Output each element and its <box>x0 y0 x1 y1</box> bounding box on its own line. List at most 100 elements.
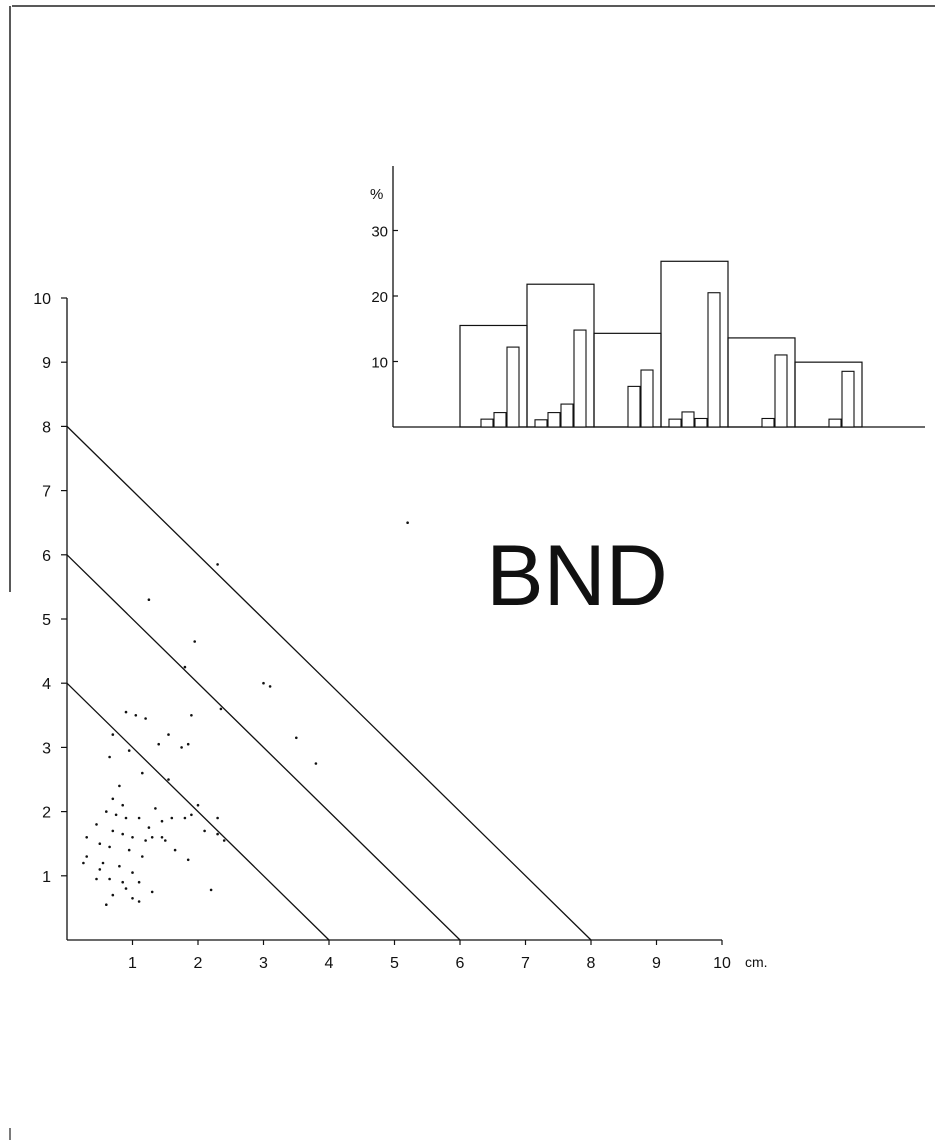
scatter-point <box>154 807 157 810</box>
scatter-point <box>219 707 223 711</box>
scatter-point <box>150 836 154 839</box>
scatter-point <box>114 813 118 817</box>
reference-line-8 <box>66 425 592 941</box>
scatter-point <box>111 893 115 897</box>
y-tick-label: 10 <box>33 291 51 308</box>
scatter-point <box>222 839 226 842</box>
scatter-point <box>118 784 121 788</box>
scatter-point <box>82 861 85 865</box>
scatter-point <box>127 749 131 752</box>
scatter-point <box>406 521 409 524</box>
scatter-point <box>111 829 115 833</box>
scatter-point <box>85 855 88 858</box>
x-tick-label: 4 <box>325 955 334 972</box>
scatter-point <box>95 877 98 881</box>
scatter-point <box>111 797 115 801</box>
histogram-sub-bar <box>493 412 507 428</box>
histogram-sub-bar <box>694 417 708 428</box>
scatter-point <box>314 762 318 765</box>
scatter-point <box>111 733 115 736</box>
histogram-sub-bar <box>681 411 695 428</box>
scatter-point <box>105 903 108 906</box>
scatter-point <box>173 848 177 852</box>
histogram-sub-bar <box>506 346 520 428</box>
scatter-point <box>167 733 170 736</box>
histogram-sub-bar <box>774 354 788 428</box>
scatter-point <box>137 816 141 820</box>
scatter-point <box>157 742 160 746</box>
scatter-point <box>124 887 128 890</box>
reference-line-4 <box>66 682 330 941</box>
histogram-sub-bar <box>560 403 574 428</box>
scatter-point <box>98 842 102 845</box>
scatter-point <box>209 888 213 892</box>
scatter-x-ticks: 1 2 3 4 5 6 7 8 9 10 <box>128 940 731 972</box>
scatter-point <box>196 803 200 807</box>
scatter-point <box>131 897 134 900</box>
scatter-point <box>216 832 219 836</box>
scatter-point <box>127 848 131 852</box>
y-tick-label: 7 <box>42 484 51 501</box>
scatter-point <box>141 855 144 858</box>
scatter-point <box>147 598 151 601</box>
reference-lines <box>66 425 592 941</box>
histogram-sub-bar <box>534 419 548 428</box>
scatter-point <box>186 858 190 862</box>
scatter-point <box>141 771 144 775</box>
histogram-sub-bar <box>668 418 682 428</box>
y-tick-label: 2 <box>42 805 51 822</box>
scatter-point <box>167 778 170 781</box>
histogram-bars <box>459 260 863 428</box>
x-tick-label: 6 <box>456 955 465 972</box>
scatter-points <box>82 521 409 906</box>
scatter-point <box>193 640 196 643</box>
histogram-sub-bar <box>573 329 587 428</box>
x-tick-label: 8 <box>587 955 596 972</box>
scatter-point <box>262 681 265 685</box>
scatter-point <box>137 880 141 884</box>
reference-line-6 <box>66 554 461 941</box>
x-tick-label: 1 <box>128 955 137 972</box>
scatter-point <box>186 742 190 746</box>
scatter-point <box>268 685 272 688</box>
x-tick-label: 5 <box>390 955 399 972</box>
y-tick-label: 6 <box>42 548 51 565</box>
scatter-point <box>108 755 111 759</box>
scatter-point <box>121 803 124 807</box>
scatter-x-unit-label: cm. <box>745 954 768 970</box>
histogram-sub-bar <box>627 385 641 428</box>
scatter-point <box>137 900 141 903</box>
scatter-point <box>183 816 187 820</box>
scatter-point <box>98 868 102 871</box>
watermark: BND <box>486 528 668 624</box>
scatter-point <box>124 710 128 714</box>
histogram-sub-bar <box>547 412 561 428</box>
scatter-point <box>118 864 121 868</box>
scatter-point <box>160 836 164 839</box>
histogram-sub-bar <box>707 292 721 428</box>
scatter-point <box>121 880 124 884</box>
scatter-point <box>160 819 164 823</box>
x-tick-label: 10 <box>713 955 731 972</box>
scatter-point <box>216 563 219 566</box>
scatter-point <box>216 816 219 820</box>
histogram-inset: 10 20 30 % <box>370 166 925 428</box>
scatter-point <box>131 871 134 874</box>
x-tick-label: 9 <box>652 955 661 972</box>
scatter-point <box>85 836 88 839</box>
histogram-y-ticks: 10 20 30 <box>371 224 398 372</box>
scatter-point <box>170 816 174 820</box>
histogram-sub-bar <box>640 369 654 428</box>
scatter-point <box>131 836 134 839</box>
scatter-plot: 1 2 3 4 5 6 7 8 9 10 1 2 3 4 5 6 7 8 9 10 cm. <box>33 291 767 972</box>
y-tick-label: 1 <box>42 869 51 886</box>
histogram-y-tick-label: 30 <box>371 224 388 241</box>
scatter-point <box>108 845 111 849</box>
scatter-point <box>134 714 138 717</box>
scatter-point <box>95 823 98 826</box>
scatter-point <box>295 736 298 740</box>
y-tick-label: 5 <box>42 612 51 629</box>
histogram-y-tick-label: 10 <box>371 355 388 372</box>
scatter-point <box>124 816 128 820</box>
